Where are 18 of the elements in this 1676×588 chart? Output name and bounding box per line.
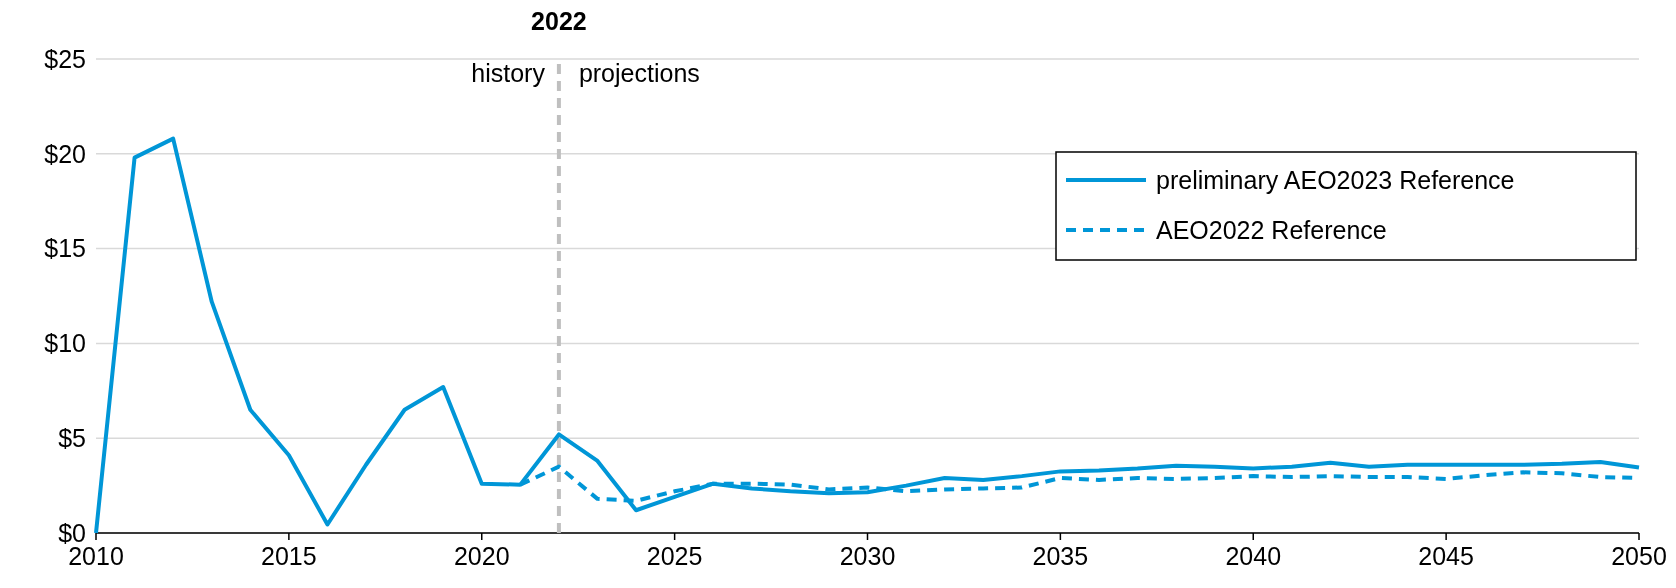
ref-line-label: 2022	[531, 7, 587, 35]
legend-label: AEO2022 Reference	[1156, 215, 1387, 244]
x-tick-label: 2040	[1225, 542, 1282, 570]
annotation: history	[471, 59, 546, 87]
x-tick-label: 2015	[261, 542, 317, 570]
x-tick-label: 2030	[839, 542, 896, 570]
y-tick-label: $5	[58, 423, 86, 452]
x-tick-label: 2045	[1418, 542, 1474, 570]
y-tick-label: $10	[44, 329, 86, 358]
legend-label: preliminary AEO2023 Reference	[1156, 165, 1515, 194]
y-tick-label: $15	[44, 234, 86, 263]
x-tick-label: 2035	[1032, 542, 1089, 570]
x-tick-label: 2050	[1611, 542, 1667, 570]
x-tick-label: 2020	[453, 542, 510, 570]
y-tick-label: $25	[44, 44, 86, 73]
x-tick-label: 2025	[646, 542, 703, 570]
y-tick-label: $20	[44, 139, 86, 168]
annotation: projections	[578, 59, 700, 87]
